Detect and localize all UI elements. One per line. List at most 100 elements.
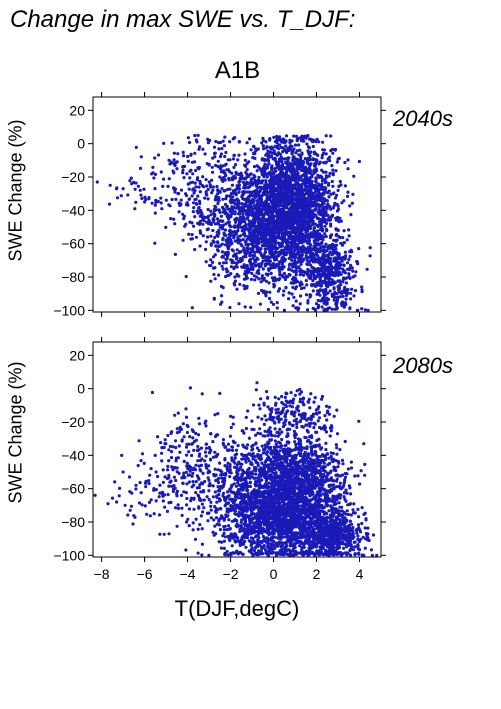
- data-point: [307, 238, 311, 242]
- data-point: [272, 264, 276, 268]
- data-point: [264, 279, 268, 283]
- data-point: [304, 173, 308, 177]
- data-point: [336, 188, 340, 192]
- data-point: [214, 244, 218, 248]
- data-point: [343, 160, 347, 165]
- data-point: [337, 257, 341, 261]
- data-point: [233, 212, 237, 216]
- data-point: [341, 280, 345, 284]
- data-point: [343, 290, 347, 295]
- data-point: [235, 256, 239, 260]
- data-point: [340, 300, 345, 304]
- data-point: [342, 495, 346, 499]
- data-point: [213, 253, 217, 257]
- data-point: [206, 216, 210, 220]
- data-point: [294, 273, 298, 277]
- data-point: [230, 176, 234, 180]
- data-point: [299, 155, 303, 159]
- data-point: [248, 137, 252, 141]
- data-point: [308, 158, 312, 162]
- data-point: [182, 217, 186, 221]
- data-point: [269, 245, 273, 249]
- data-point: [286, 156, 290, 160]
- data-point: [334, 443, 338, 447]
- data-point: [257, 211, 261, 215]
- data-point: [310, 138, 314, 142]
- data-point: [302, 237, 306, 241]
- data-point: [191, 172, 195, 176]
- data-point: [299, 254, 303, 258]
- data-point: [213, 155, 217, 159]
- data-point: [266, 159, 271, 163]
- data-point: [289, 139, 293, 143]
- data-point: [176, 192, 180, 196]
- data-point: [325, 175, 329, 179]
- data-point: [192, 191, 196, 195]
- data-point: [142, 187, 146, 191]
- data-point: [242, 229, 246, 233]
- data-point: [319, 217, 323, 222]
- data-point: [324, 448, 328, 452]
- data-point: [308, 269, 312, 273]
- data-point: [192, 224, 196, 228]
- data-point: [334, 263, 338, 267]
- data-point: [235, 287, 239, 291]
- data-point: [289, 213, 293, 217]
- data-point: [173, 222, 177, 226]
- data-point: [129, 176, 133, 180]
- period-label-2080s: 2080s: [393, 353, 453, 378]
- data-point: [272, 171, 276, 176]
- data-point: [189, 168, 193, 172]
- data-point: [345, 238, 349, 242]
- scenario-title: A1B: [214, 57, 261, 84]
- data-point: [278, 135, 282, 139]
- data-point: [206, 235, 210, 239]
- data-point: [243, 287, 247, 291]
- data-point: [324, 288, 328, 293]
- data-point: [276, 262, 281, 267]
- data-point: [303, 157, 307, 161]
- data-point: [268, 189, 272, 193]
- data-point: [330, 179, 334, 184]
- data-point: [354, 270, 358, 274]
- data-point: [328, 306, 332, 310]
- data-point: [299, 139, 304, 143]
- data-point: [287, 217, 291, 221]
- data-point: [242, 246, 246, 250]
- data-point: [260, 169, 264, 173]
- data-point: [121, 187, 125, 191]
- data-point: [335, 209, 339, 213]
- data-point: [177, 210, 181, 214]
- data-point: [264, 225, 268, 229]
- data-point: [277, 167, 281, 171]
- data-point: [216, 159, 220, 163]
- data-point: [329, 218, 333, 222]
- data-point: [208, 263, 212, 268]
- data-point: [245, 161, 249, 166]
- data-point: [198, 181, 202, 186]
- data-point: [244, 200, 248, 204]
- data-point: [95, 180, 99, 184]
- data-point: [306, 216, 310, 220]
- data-point: [277, 212, 281, 216]
- data-point: [320, 179, 324, 183]
- data-point: [233, 252, 237, 256]
- data-point: [266, 202, 270, 206]
- data-point: [228, 305, 232, 310]
- data-point: [322, 202, 326, 206]
- data-point: [317, 140, 321, 144]
- data-point: [206, 187, 210, 192]
- data-point: [313, 183, 317, 187]
- data-point: [249, 305, 253, 309]
- data-point: [241, 180, 245, 184]
- data-point: [186, 154, 190, 159]
- data-point: [198, 231, 203, 235]
- data-point: [147, 197, 151, 201]
- data-point: [237, 212, 242, 216]
- data-point: [177, 201, 181, 205]
- data-point: [290, 225, 294, 229]
- data-point: [288, 232, 292, 236]
- data-point: [311, 252, 315, 256]
- data-point: [325, 227, 329, 232]
- data-point: [266, 149, 270, 153]
